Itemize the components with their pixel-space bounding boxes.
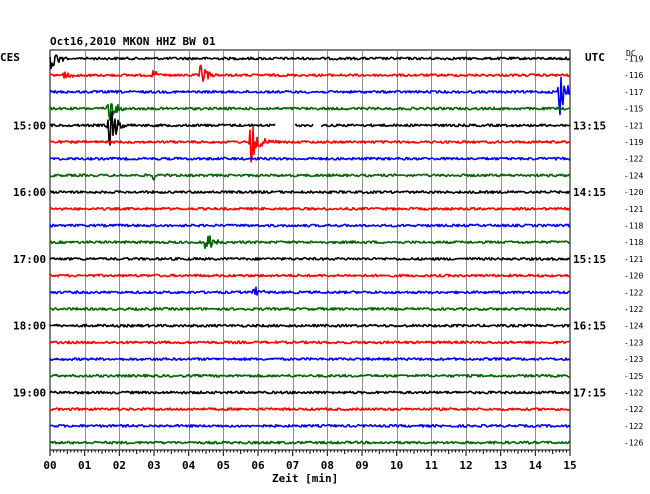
trace-15 xyxy=(49,307,571,311)
dc-value-3: -115 xyxy=(624,105,643,114)
x-tick-label-11: 11 xyxy=(425,459,439,472)
dc-value-4: -121 xyxy=(624,121,643,130)
x-tick-label-5: 05 xyxy=(217,459,230,472)
x-tick-label-9: 09 xyxy=(355,459,368,472)
dc-value-14: -122 xyxy=(624,288,643,297)
trace-1 xyxy=(50,64,571,82)
trace-9 xyxy=(49,206,571,211)
x-axis-ticks: 00 01 02 03 04 05 06 07 08 09 10 11 12 13 14 15 xyxy=(43,450,577,472)
x-tick-label-14: 14 xyxy=(529,459,543,472)
dc-value-15: -122 xyxy=(624,305,643,314)
dc-value-1: -116 xyxy=(624,71,643,80)
x-tick-label-3: 03 xyxy=(147,459,160,472)
x-tick-label-13: 13 xyxy=(494,459,507,472)
dc-value-5: -119 xyxy=(624,138,643,147)
x-tick-label-8: 08 xyxy=(321,459,334,472)
right-time-label: 13:15 xyxy=(573,119,606,132)
left-axis-label: CES xyxy=(0,51,20,64)
trace-16 xyxy=(49,323,571,328)
axis-labels: 15:00 16:00 17:00 18:00 19:00 13:15 14:15 15:15… xyxy=(13,55,643,448)
dc-value-21: -122 xyxy=(624,405,643,414)
trace-10 xyxy=(49,223,571,228)
dc-value-20: -122 xyxy=(624,389,643,398)
trace-13 xyxy=(49,273,571,278)
trace-18 xyxy=(49,357,571,362)
dc-value-9: -121 xyxy=(624,205,643,214)
trace-7 xyxy=(49,173,571,181)
trace-20 xyxy=(49,390,571,395)
trace-11 xyxy=(49,235,571,250)
left-time-label: 16:00 xyxy=(13,186,46,199)
trace-21 xyxy=(49,407,571,412)
x-tick-label-15: 15 xyxy=(563,459,576,472)
trace-14 xyxy=(49,286,571,296)
chart-title: Oct16,2010 MKON HHZ BW 01 xyxy=(50,35,216,48)
dc-value-22: -122 xyxy=(624,422,643,431)
right-time-label: 15:15 xyxy=(573,253,606,266)
left-time-label: 17:00 xyxy=(13,253,46,266)
trace-0 xyxy=(49,54,571,70)
dc-value-18: -123 xyxy=(624,355,643,364)
dc-value-19: -125 xyxy=(624,372,643,381)
dc-value-12: -121 xyxy=(624,255,643,264)
x-tick-label-1: 01 xyxy=(78,459,92,472)
trace-23 xyxy=(49,440,571,445)
x-tick-label-0: 00 xyxy=(43,459,56,472)
right-time-label: 17:15 xyxy=(573,387,606,400)
trace-19 xyxy=(49,373,570,378)
dc-value-13: -120 xyxy=(624,272,643,281)
x-tick-label-12: 12 xyxy=(459,459,472,472)
dc-value-0: -119 xyxy=(624,55,643,64)
trace-12 xyxy=(49,256,571,261)
dc-value-16: -124 xyxy=(624,322,643,331)
right-time-label: 16:15 xyxy=(573,320,606,333)
x-tick-label-7: 07 xyxy=(286,459,299,472)
trace-2 xyxy=(49,76,571,116)
trace-5 xyxy=(49,126,571,163)
trace-8 xyxy=(49,190,571,195)
trace-6 xyxy=(49,156,571,161)
seismic-traces xyxy=(49,54,571,445)
x-tick-label-6: 06 xyxy=(251,459,265,472)
dc-value-7: -124 xyxy=(624,171,643,180)
dc-value-10: -118 xyxy=(624,222,643,231)
dc-value-8: -120 xyxy=(624,188,643,197)
dc-value-2: -117 xyxy=(624,88,643,97)
trace-17 xyxy=(49,340,571,345)
dc-value-17: -123 xyxy=(624,338,643,347)
trace-3 xyxy=(49,103,571,121)
x-tick-label-2: 02 xyxy=(113,459,126,472)
dc-value-23: -126 xyxy=(624,439,643,448)
left-time-label: 18:00 xyxy=(13,320,46,333)
x-tick-label-4: 04 xyxy=(182,459,196,472)
trace-22 xyxy=(49,423,571,428)
x-axis-label: Zeit [min] xyxy=(272,472,338,485)
time-grid xyxy=(49,49,571,451)
left-time-label: 15:00 xyxy=(13,119,46,132)
dc-value-6: -122 xyxy=(624,155,643,164)
left-time-label: 19:00 xyxy=(13,387,46,400)
dc-value-11: -118 xyxy=(624,238,643,247)
right-axis-label: UTC xyxy=(585,51,605,64)
trace-4 xyxy=(49,111,571,146)
right-time-label: 14:15 xyxy=(573,186,606,199)
dc-header: DC xyxy=(626,49,636,58)
x-tick-label-10: 10 xyxy=(390,459,403,472)
